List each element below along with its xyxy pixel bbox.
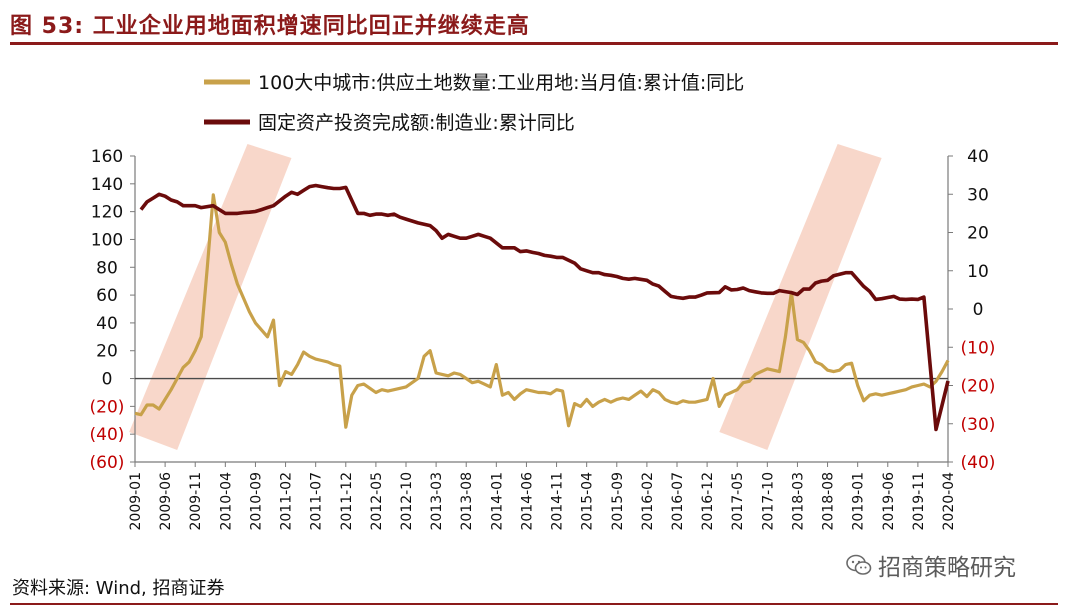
left-tick-label: 120: [91, 203, 123, 223]
x-tick-label: 2010-04: [218, 472, 234, 531]
left-tick-label: 60: [96, 286, 118, 306]
chart-title: 图 53: 工业企业用地面积增速同比回正并继续走高: [10, 14, 530, 39]
highlight-band-2: [719, 144, 882, 450]
tick-labels: 160140120100806040200(20)(40)(60)4030201…: [90, 147, 996, 531]
x-tick-label: 2019-11: [911, 472, 927, 531]
highlight-band-1: [129, 144, 292, 450]
x-tick-label: 2014-06: [519, 472, 535, 531]
x-tick-label: 2013-03: [429, 472, 445, 531]
series-line-2: [139, 183, 950, 432]
left-tick-label: 0: [102, 370, 113, 390]
x-tick-label: 2020-04: [941, 472, 957, 531]
x-tick-label: 2009-06: [158, 472, 174, 531]
left-tick-label: 40: [96, 314, 118, 334]
wechat-icon: [846, 554, 872, 575]
x-tick-label: 2011-02: [279, 472, 295, 531]
right-tick-label: 10: [967, 262, 989, 282]
x-tick-label: 2019-01: [851, 472, 867, 531]
x-tick-label: 2018-08: [821, 472, 837, 531]
x-tick-label: 2016-12: [700, 472, 716, 531]
x-tick-label: 2018-03: [790, 472, 806, 531]
right-tick-label: (10): [961, 338, 996, 358]
title-underline: [10, 42, 1058, 45]
series-line-1: [134, 193, 950, 429]
x-tick-label: 2017-10: [760, 472, 776, 531]
right-tick-label: 20: [967, 224, 989, 244]
axes: [130, 155, 953, 467]
right-tick-label: 0: [973, 300, 984, 320]
x-tick-label: 2017-05: [730, 472, 746, 531]
left-tick-label: 100: [91, 230, 123, 250]
source-note: 资料来源: Wind, 招商证券: [12, 578, 225, 599]
x-tick-label: 2014-01: [489, 472, 505, 530]
x-tick-label: 2010-09: [248, 472, 264, 531]
x-tick-label: 2009-01: [128, 472, 144, 531]
left-tick-label: 80: [96, 258, 118, 278]
x-tick-label: 2016-07: [670, 472, 686, 531]
legend-label-2: 固定资产投资完成额:制造业:累计同比: [258, 112, 575, 134]
right-tick-label: (20): [961, 377, 996, 397]
x-tick-label: 2012-10: [399, 472, 415, 531]
x-tick-label: 2016-02: [640, 472, 656, 531]
x-tick-label: 2015-04: [580, 472, 596, 531]
left-tick-label: (40): [90, 425, 125, 445]
left-tick-label: (20): [90, 397, 125, 417]
left-tick-label: 160: [91, 147, 123, 167]
x-tick-label: 2011-07: [309, 472, 325, 531]
left-tick-label: (60): [90, 453, 125, 473]
right-tick-label: (40): [961, 453, 996, 473]
x-tick-label: 2013-08: [459, 472, 475, 531]
watermark: 招商策略研究: [846, 548, 1016, 582]
legend-label-1: 100大中城市:供应土地数量:工业用地:当月值:累计值:同比: [258, 72, 744, 94]
x-tick-label: 2019-06: [881, 472, 897, 531]
right-tick-label: (30): [961, 415, 996, 435]
legend: 100大中城市:供应土地数量:工业用地:当月值:累计值:同比固定资产投资完成额:…: [204, 72, 744, 134]
x-tick-label: 2011-12: [339, 472, 355, 531]
left-tick-label: 20: [96, 342, 118, 362]
x-tick-label: 2015-09: [610, 472, 626, 531]
source-underline: [10, 603, 1058, 605]
x-tick-label: 2014-11: [550, 472, 566, 531]
x-tick-label: 2009-11: [188, 472, 204, 531]
series-lines: [134, 183, 950, 432]
x-tick-label: 2012-05: [369, 472, 385, 531]
right-tick-label: 40: [967, 147, 989, 167]
right-tick-label: 30: [967, 185, 989, 205]
watermark-text: 招商策略研究: [878, 555, 1016, 581]
left-tick-label: 140: [91, 175, 123, 195]
chart: 160140120100806040200(20)(40)(60)4030201…: [90, 72, 996, 531]
